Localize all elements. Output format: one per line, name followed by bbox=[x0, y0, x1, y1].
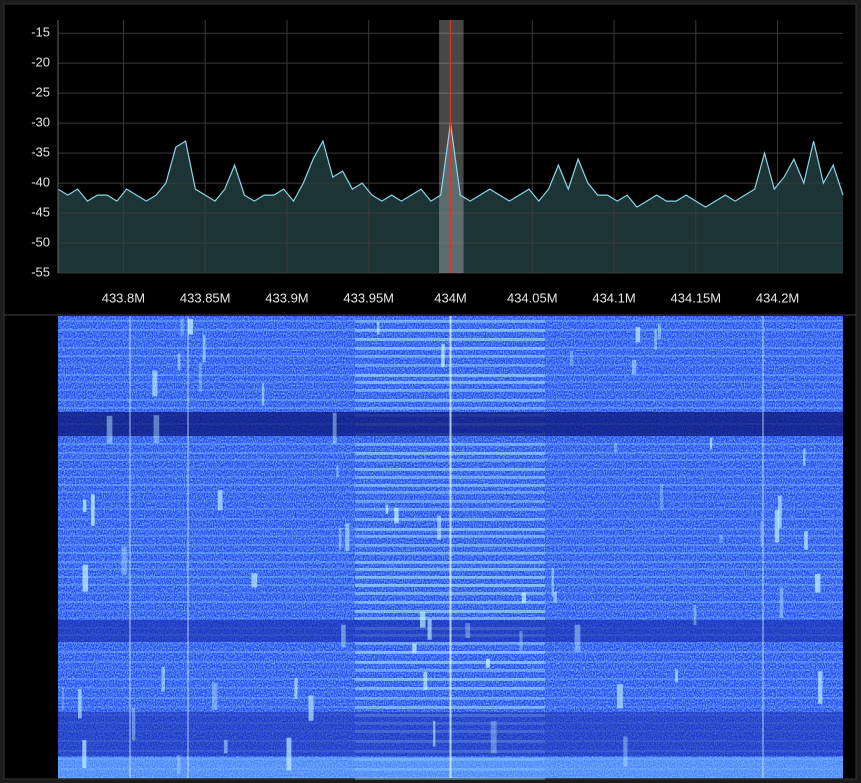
x-tick-label: 433.95M bbox=[343, 290, 394, 305]
waterfall-burst bbox=[152, 370, 158, 397]
waterfall-burst bbox=[198, 362, 202, 392]
waterfall-burst bbox=[804, 531, 808, 550]
waterfall-burst bbox=[332, 412, 337, 444]
waterfall-burst bbox=[423, 672, 428, 691]
waterfall-burst bbox=[286, 737, 292, 771]
waterfall-burst bbox=[437, 515, 442, 540]
waterfall-burst bbox=[345, 523, 350, 551]
waterfall-burst bbox=[465, 623, 471, 638]
waterfall-burst bbox=[78, 688, 82, 719]
waterfall-burst bbox=[212, 682, 218, 710]
waterfall bbox=[58, 316, 843, 780]
waterfall-burst bbox=[519, 630, 523, 651]
y-tick-label: -50 bbox=[31, 234, 50, 249]
waterfall-burst bbox=[176, 754, 181, 774]
x-tick-label: 434.15M bbox=[671, 290, 722, 305]
waterfall-burst bbox=[623, 736, 628, 767]
waterfall-burst bbox=[341, 624, 346, 648]
y-tick-label: -55 bbox=[31, 264, 50, 279]
waterfall-burst bbox=[336, 465, 339, 477]
waterfall-burst bbox=[308, 695, 314, 721]
waterfall-burst bbox=[660, 483, 663, 511]
y-tick-label: -45 bbox=[31, 204, 50, 219]
waterfall-burst bbox=[654, 329, 657, 350]
waterfall-burst bbox=[202, 334, 206, 363]
waterfall-burst bbox=[818, 671, 823, 704]
x-tick-label: 434.2M bbox=[756, 290, 799, 305]
waterfall-burst bbox=[803, 448, 806, 466]
waterfall-burst bbox=[385, 504, 389, 514]
waterfall-burst bbox=[616, 684, 623, 709]
spectrum-plot: -15 -20 -25 -30 -35 -40 -45 -50 -55 433.8M 433.85M… bbox=[31, 20, 844, 305]
waterfall-burst bbox=[161, 666, 165, 692]
waterfall-burst bbox=[441, 343, 445, 368]
waterfall-burst bbox=[294, 677, 298, 700]
waterfall-burst bbox=[177, 353, 181, 371]
waterfall-burst bbox=[693, 605, 697, 626]
waterfall-burst bbox=[675, 669, 679, 683]
waterfall-burst bbox=[814, 574, 821, 593]
y-tick-label: -35 bbox=[31, 145, 50, 160]
x-tick-label: 433.85M bbox=[180, 290, 231, 305]
waterfall-burst bbox=[553, 591, 557, 603]
waterfall-burst bbox=[82, 564, 89, 592]
waterfall-burst bbox=[106, 415, 113, 444]
y-tick-label: -30 bbox=[31, 115, 50, 130]
waterfall-burst bbox=[217, 490, 223, 511]
waterfall-burst bbox=[427, 619, 432, 640]
waterfall-burst bbox=[774, 509, 780, 543]
x-tick-label: 433.9M bbox=[265, 290, 308, 305]
waterfall-burst bbox=[376, 321, 380, 335]
waterfall-burst bbox=[62, 687, 65, 711]
waterfall-stripe bbox=[355, 777, 545, 780]
waterfall-burst bbox=[338, 527, 342, 550]
waterfall-burst bbox=[777, 495, 782, 529]
waterfall-burst bbox=[251, 573, 258, 588]
waterfall-burst bbox=[779, 587, 784, 618]
waterfall-burst bbox=[419, 611, 426, 628]
selection-band bbox=[439, 20, 464, 273]
y-tick-label: -25 bbox=[31, 85, 50, 100]
waterfall-burst bbox=[569, 351, 574, 366]
waterfall-burst bbox=[760, 521, 763, 546]
waterfall-burst bbox=[551, 568, 554, 597]
waterfall-burst bbox=[91, 494, 95, 526]
waterfall-burst bbox=[82, 499, 87, 512]
waterfall-burst bbox=[180, 318, 184, 337]
waterfall-burst bbox=[719, 534, 723, 543]
x-tick-label: 434.1M bbox=[592, 290, 635, 305]
y-tick-label: -15 bbox=[31, 25, 50, 40]
waterfall-burst bbox=[521, 592, 527, 603]
waterfall-burst bbox=[412, 643, 417, 653]
waterfall-burst bbox=[631, 359, 637, 375]
waterfall-burst bbox=[657, 323, 661, 340]
x-tick-label: 434.05M bbox=[507, 290, 558, 305]
x-tick-label: 433.8M bbox=[102, 290, 145, 305]
waterfall-burst bbox=[486, 658, 490, 668]
y-tick-label: -40 bbox=[31, 175, 50, 190]
waterfall-burst bbox=[188, 319, 194, 335]
waterfall-burst bbox=[614, 443, 618, 453]
waterfall-burst bbox=[709, 437, 713, 450]
waterfall-burst bbox=[121, 546, 128, 575]
waterfall-burst bbox=[394, 507, 399, 524]
y-tick-label: -20 bbox=[31, 55, 50, 70]
waterfall-burst bbox=[574, 624, 581, 652]
waterfall-burst bbox=[490, 721, 497, 754]
waterfall-burst bbox=[635, 327, 641, 343]
waterfall-burst bbox=[433, 720, 436, 747]
x-tick-label: 434M bbox=[434, 290, 467, 305]
waterfall-burst bbox=[261, 383, 265, 406]
waterfall-burst bbox=[131, 707, 136, 741]
waterfall-burst bbox=[224, 739, 228, 754]
waterfall-burst bbox=[153, 415, 160, 444]
waterfall-burst bbox=[82, 740, 87, 769]
